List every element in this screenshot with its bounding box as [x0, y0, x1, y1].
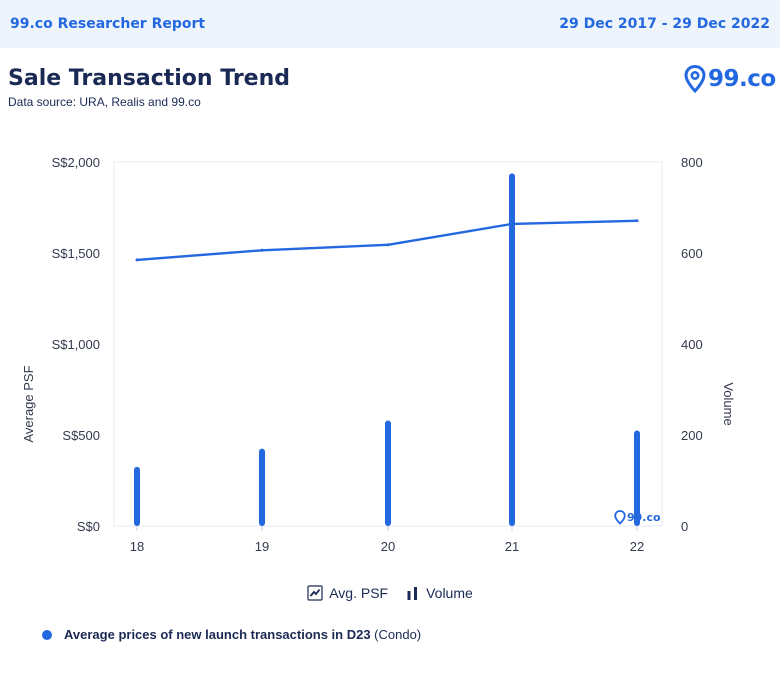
x-tick-label: 20: [381, 539, 395, 554]
volume-bar-21: [509, 173, 515, 526]
footnote: Average prices of new launch transaction…: [42, 627, 421, 642]
location-pin-icon: [684, 65, 706, 93]
x-tick-label: 21: [505, 539, 519, 554]
chart-legend: Avg. PSF Volume: [0, 585, 780, 601]
y-right-tick-label: 600: [681, 246, 703, 261]
avg-psf-point-19: [260, 248, 264, 252]
avg-psf-line: [136, 219, 638, 262]
volume-bar-18: [134, 466, 140, 526]
chart: S$0 S$500 S$1,000 S$1,500 S$2,000 0 200 400 600…: [21, 155, 736, 554]
x-tick-label: 22: [630, 539, 644, 554]
avg-psf-point-20: [386, 243, 390, 247]
x-tick-label: 19: [255, 539, 269, 554]
bar-chart-icon: [407, 587, 418, 600]
footnote-plain-text: (Condo): [370, 627, 422, 642]
report-name: 99.co Researcher Report: [10, 16, 206, 32]
footnote-bullet: [42, 629, 52, 640]
avg-psf-point-21: [510, 222, 514, 226]
y-left-tick-label: S$500: [62, 428, 100, 443]
watermark: 99.co: [614, 510, 661, 525]
volume-bar-19: [259, 448, 265, 526]
report-header: 99.co Researcher Report 29 Dec 2017 - 29…: [0, 0, 780, 48]
avg-psf-point-18: [135, 258, 139, 262]
y-right-tick-label: 800: [681, 155, 703, 170]
watermark-text: 99.co: [627, 511, 661, 524]
footnote-bold-text: Average prices of new launch transaction…: [64, 627, 371, 642]
y-left-tick-label: S$2,000: [52, 155, 100, 170]
y-axis-right-title: Volume: [721, 382, 736, 425]
y-left-tick-label: S$1,000: [52, 337, 100, 352]
date-range: 29 Dec 2017 - 29 Dec 2022: [559, 16, 770, 32]
brand-logo: 99.co: [684, 65, 776, 93]
title-block: Sale Transaction Trend Data source: URA,…: [8, 66, 290, 109]
watermark-pin-icon: [614, 510, 626, 525]
y-left-tick-label: S$1,500: [52, 246, 100, 261]
chart-title: Sale Transaction Trend: [8, 66, 291, 91]
line-chart-icon: [307, 585, 323, 601]
y-axis-left-title: Average PSF: [21, 365, 36, 442]
avg-psf-point-22: [635, 219, 639, 223]
volume-bar-20: [385, 420, 391, 526]
legend-item-volume[interactable]: Volume: [406, 585, 473, 601]
legend-label-avg-psf: Avg. PSF: [329, 585, 389, 601]
brand-logo-text: 99.co: [708, 66, 776, 92]
volume-bar-22: [634, 430, 640, 526]
y-right-tick-label: 200: [681, 428, 703, 443]
chart-subtitle: Data source: URA, Realis and 99.co: [8, 95, 201, 109]
y-right-tick-label: 400: [681, 337, 703, 352]
x-tick-label: 18: [130, 539, 144, 554]
y-left-tick-label: S$0: [77, 519, 100, 534]
legend-label-volume: Volume: [426, 585, 473, 601]
y-right-tick-label: 0: [681, 519, 688, 534]
legend-item-avg-psf[interactable]: Avg. PSF: [307, 585, 388, 601]
